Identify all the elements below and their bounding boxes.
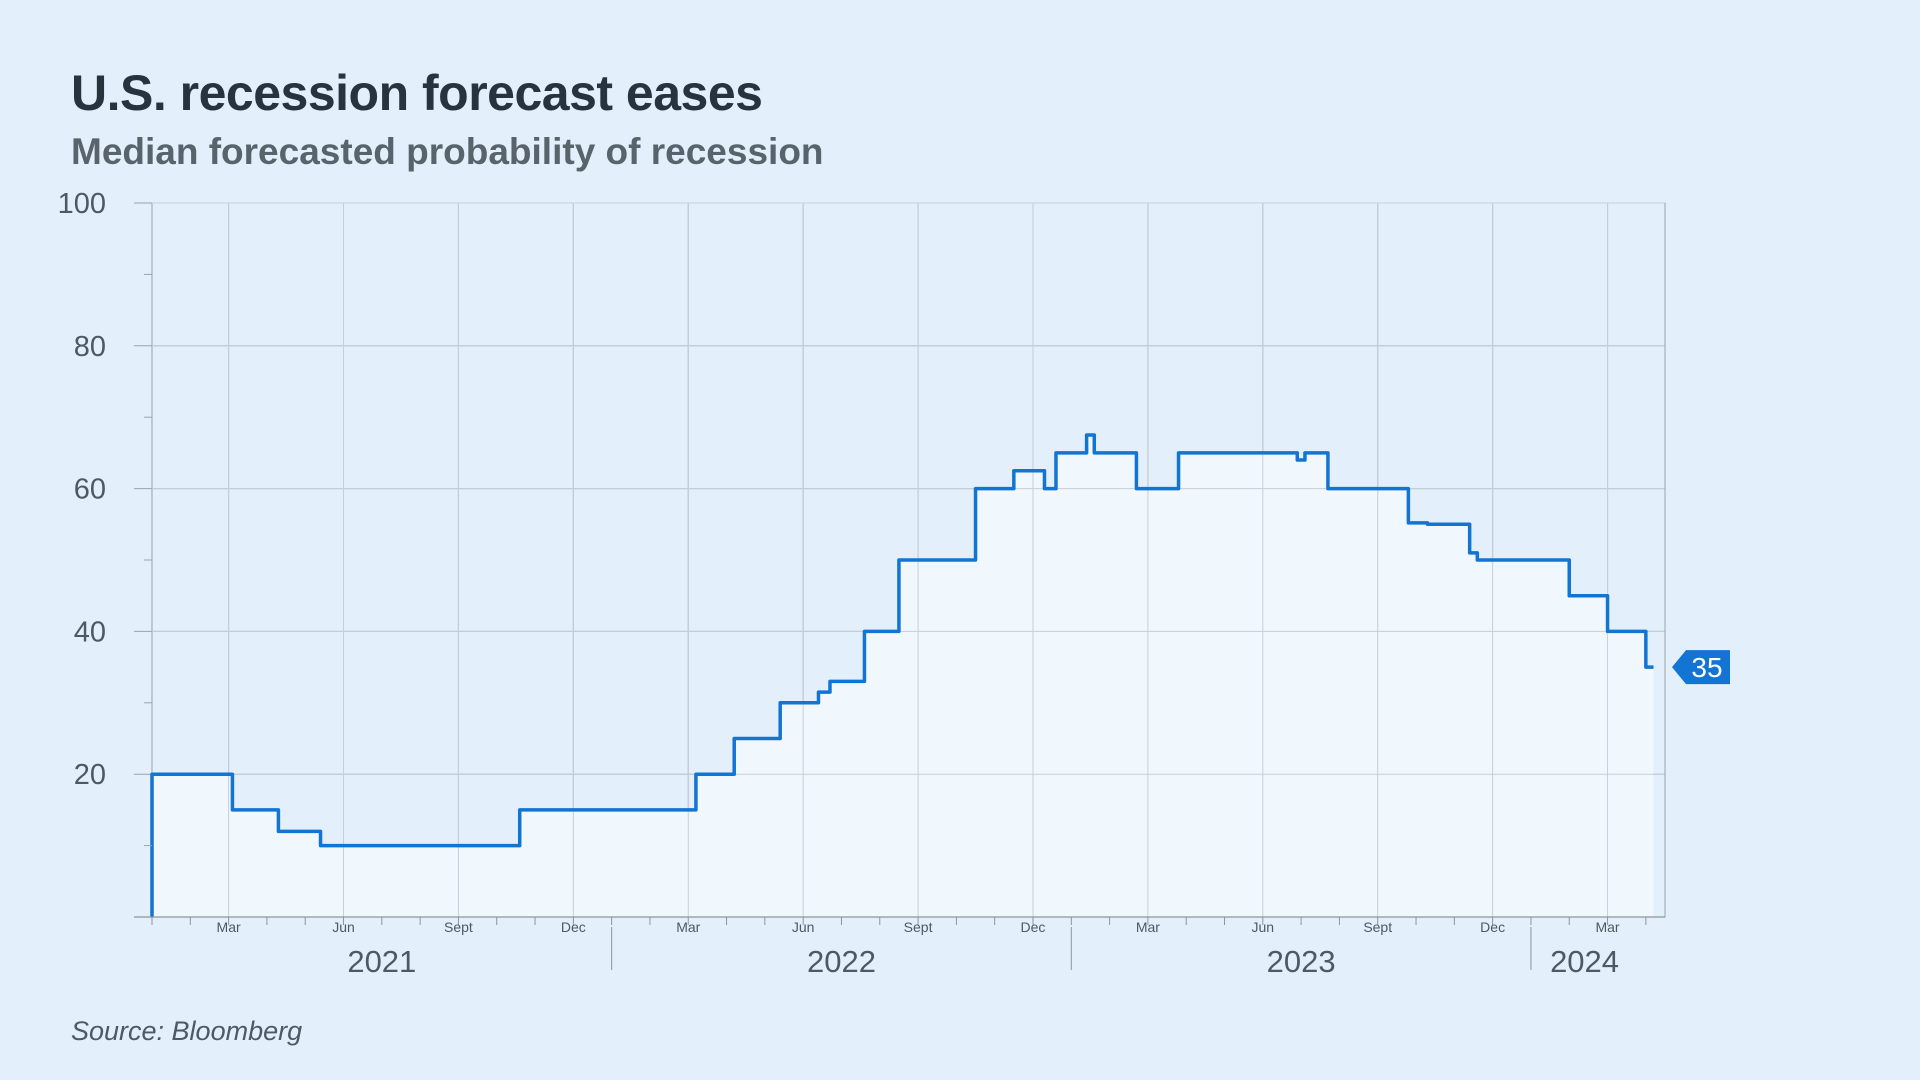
chart-title: U.S. recession forecast eases	[71, 65, 763, 121]
series-line	[150, 433, 1654, 917]
source-note: Source: Bloomberg	[71, 1016, 303, 1046]
x-month-label: Sept	[1363, 919, 1392, 935]
x-month-label: Dec	[1480, 919, 1505, 935]
y-tick-label: 40	[74, 616, 106, 648]
x-month-label: Dec	[561, 919, 586, 935]
x-year-label: 2022	[807, 944, 876, 979]
area-fill	[152, 435, 1654, 917]
x-year-label: 2023	[1267, 944, 1336, 979]
x-month-label: Dec	[1021, 919, 1046, 935]
x-month-label: Mar	[676, 919, 700, 935]
y-tick-label: 80	[74, 331, 106, 363]
chart-subtitle: Median forecasted probability of recessi…	[71, 131, 824, 172]
x-month-label: Mar	[217, 919, 241, 935]
x-year-label: 2021	[347, 944, 416, 979]
x-month-label: Jun	[1252, 919, 1275, 935]
recession-probability-chart: 20 40 60 80 100 Mar Jun Sept Dec Mar Jun Sept Dec Mar…	[58, 188, 1730, 979]
y-tick-label: 100	[58, 188, 106, 220]
x-month-label: Mar	[1595, 919, 1619, 935]
x-year-label: 2024	[1550, 944, 1619, 979]
x-month-label: Sept	[444, 919, 473, 935]
y-tick-label: 20	[74, 759, 106, 791]
x-month-label: Sept	[904, 919, 933, 935]
last-value-callout	[1672, 650, 1730, 685]
x-month-label: Jun	[332, 919, 355, 935]
y-tick-label: 60	[74, 474, 106, 506]
x-month-label: Mar	[1136, 919, 1160, 935]
last-value-label: 35	[1691, 652, 1722, 683]
x-month-label: Jun	[792, 919, 815, 935]
